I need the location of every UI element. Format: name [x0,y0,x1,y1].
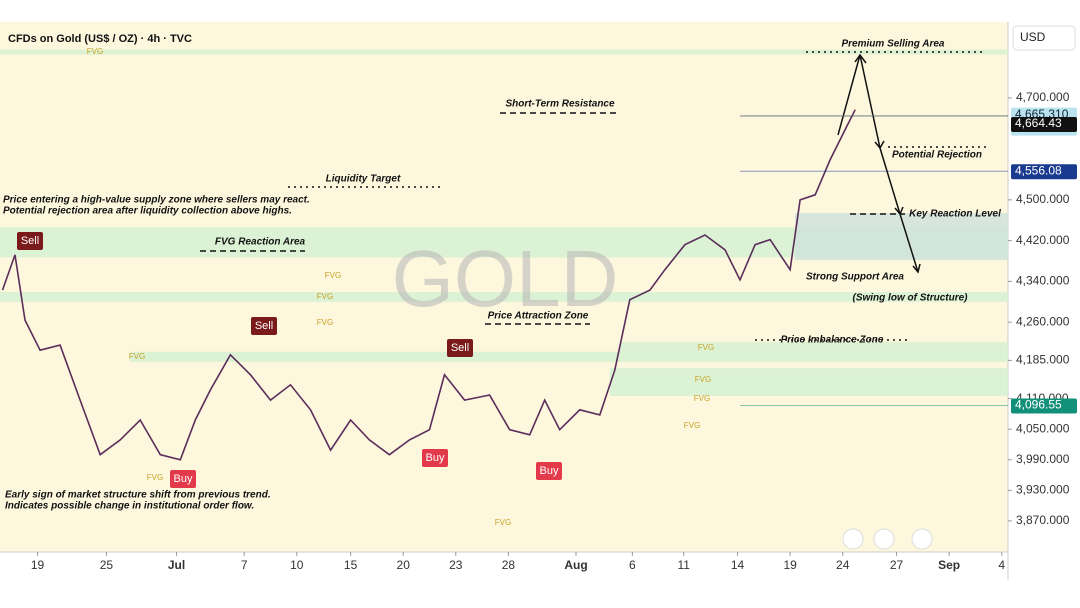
y-tick-label: 3,930.000 [1016,483,1070,497]
signal-badge [536,462,562,480]
zone [130,351,1009,362]
price-label-text: 4,664.43 [1015,116,1062,130]
fvg-label: FVG [147,473,163,482]
annotation: Price Imbalance Zone [781,335,884,346]
fvg-label: FVG [317,318,333,327]
price-label-text: 4,556.08 [1015,163,1062,177]
annotation: Key Reaction Level [909,209,1001,220]
y-tick-label: 4,185.000 [1016,353,1070,367]
y-tick-label: 4,500.000 [1016,192,1070,206]
annotation: Potential rejection area after liquidity… [3,206,292,217]
x-tick-label: 10 [290,558,304,572]
signal-badge [170,470,196,488]
zone [609,368,1008,397]
signal-badge [17,232,43,250]
fvg-label: FVG [684,421,700,430]
price-label [1011,398,1077,414]
x-tick-label: 11 [677,558,690,572]
annotation: Liquidity Target [326,174,401,185]
signal-badge [422,449,448,467]
x-tick-label: 15 [344,558,358,572]
signal-label: Buy [426,452,445,464]
signal-label: Sell [21,235,39,247]
zone [0,292,1008,302]
plot-background [0,22,1008,552]
annotation: Short-Term Resistance [505,99,615,110]
fvg-label: FVG [495,518,511,527]
plot [1,109,856,461]
signal-badge [251,317,277,335]
fvg-label: FVG [325,271,341,280]
signal-label: Buy [540,465,559,477]
signal-label: Sell [255,320,273,332]
x-tick-label: 24 [836,558,850,572]
x-tick-label: 4 [998,558,1005,572]
price-label [1011,117,1077,133]
annotation: Early sign of market structure shift fro… [5,490,271,501]
annotation: (Swing low of Structure) [853,293,969,304]
x-tick-label: Aug [564,558,587,572]
annotation: Price Attraction Zone [488,311,589,322]
zone [619,342,1008,352]
x-tick-label: 25 [100,558,114,572]
y-tick-label: 3,990.000 [1016,452,1070,466]
fvg-label: FVG [695,375,711,384]
fvg-label: FVG [87,47,103,56]
y-tick-label: 4,340.000 [1016,274,1070,288]
x-tick-label: 23 [449,558,463,572]
x-tick-label: 20 [397,558,411,572]
signal-label: Sell [451,342,469,354]
y-tick-label: 3,870.000 [1016,513,1070,527]
x-tick-label: 6 [629,558,636,572]
price-line [1,109,856,461]
price-axis [1008,0,1080,580]
x-tick-label: Jul [168,558,185,572]
chart-title: CFDs on Gold (US$ / OZ) · 4h · TVC [8,33,192,45]
annotation: Price entering a high-value supply zone … [3,195,310,206]
annotation: Premium Selling Area [842,39,945,50]
fvg-label: FVG [129,352,145,361]
y-tick-label: 4,050.000 [1016,421,1070,435]
toolbar-icons [842,528,933,550]
annotation-lines [200,51,988,341]
x-tick-label: 19 [783,558,797,572]
annotation: Indicates possible change in institution… [5,501,254,512]
y-tick-label: 4,420.000 [1016,233,1070,247]
signal-label: Buy [174,473,193,485]
fvg-label: FVG [698,343,714,352]
x-tick-label: 7 [241,558,248,572]
x-tick-label: 28 [502,558,516,572]
price-label-text: 4,096.55 [1015,398,1062,412]
zone [0,49,1008,55]
fvg-label: FVG [317,292,333,301]
icon[interactable] [911,528,933,550]
y-tick-label: 4,260.000 [1016,314,1070,328]
annotation: Potential Rejection [892,150,982,161]
icon[interactable] [842,528,864,550]
currency-button[interactable] [1012,25,1076,51]
x-tick-label: 27 [890,558,904,572]
currency: USD [1020,30,1046,44]
x-tick-label: Sep [938,558,960,572]
annotation: Strong Support Area [806,272,904,283]
watermark: GOLD [392,234,619,323]
y-tick-label: 4,700.000 [1016,90,1070,104]
price-label [1011,164,1077,180]
signal-badge [447,339,473,357]
fvg-label: FVG [694,394,710,403]
x-tick-label: 14 [731,558,745,572]
x-tick-label: 19 [31,558,45,572]
annotation: FVG Reaction Area [215,237,306,248]
icon[interactable] [873,528,895,550]
